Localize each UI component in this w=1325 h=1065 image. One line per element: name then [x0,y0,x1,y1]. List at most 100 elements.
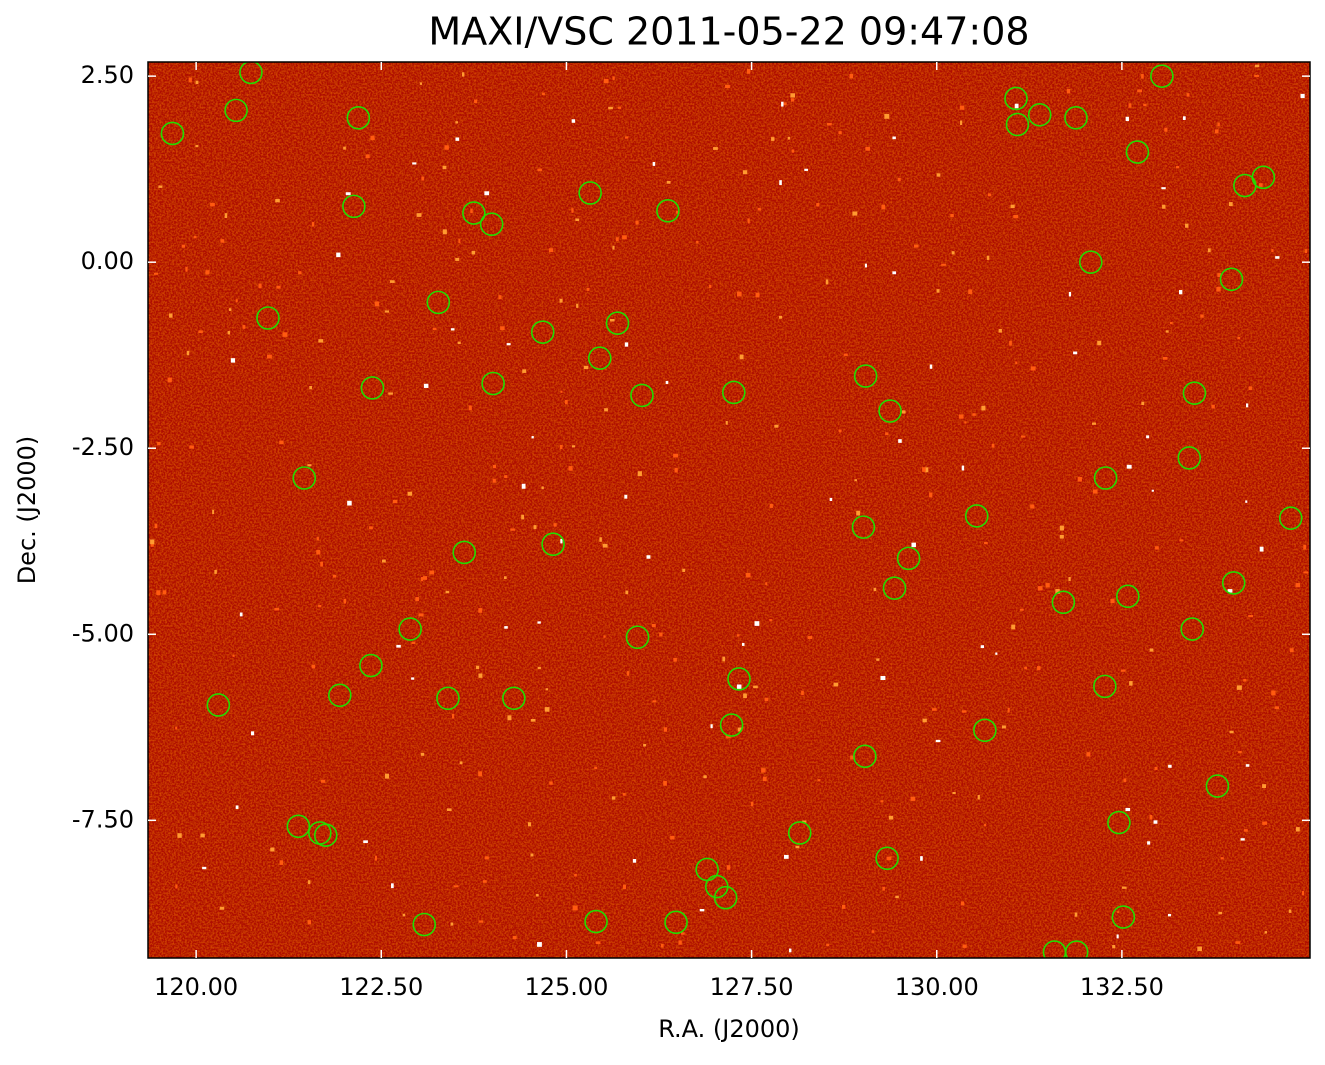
source-marker [1278,506,1303,530]
speck [1271,690,1276,696]
speck [1271,249,1274,253]
speck [1141,74,1144,79]
speck [1015,361,1018,364]
speck [279,440,284,445]
speck [175,726,178,730]
speck [504,626,508,629]
source-marker [625,625,650,650]
speck [458,239,461,244]
speck [774,424,779,428]
speck [461,72,465,77]
speck [478,608,483,613]
speck [474,99,478,104]
speck [1295,827,1300,832]
speck [995,652,998,655]
speck [826,943,830,947]
speck [783,102,787,106]
speck [962,944,967,948]
y-tick-label: -7.50 [72,805,134,833]
speck [1068,291,1072,297]
speck [960,120,963,126]
speck [1186,93,1190,97]
source-marker [851,515,876,539]
speck [998,329,1002,333]
speck [533,525,537,530]
speck [746,69,751,74]
speck [1248,615,1254,618]
speck [411,641,416,644]
speck [412,162,417,165]
source-marker [878,399,902,423]
speck [1020,608,1024,611]
speck [442,165,447,170]
speck [527,822,532,827]
speck [307,464,312,467]
speck [506,343,511,346]
speck [572,905,578,911]
speck [202,866,207,870]
speck [446,808,452,811]
speck [402,913,406,917]
speck [1243,829,1248,832]
speck [1037,586,1043,591]
speck [1214,129,1219,134]
speck [1185,223,1189,228]
speck [521,483,526,489]
speck [892,271,897,275]
source-marker [328,683,352,708]
speck [1248,386,1252,391]
speck [457,341,461,345]
speck [881,204,886,210]
speck [548,248,554,253]
speck [1129,681,1133,686]
source-marker [1027,103,1052,127]
sky-specks [150,64,1309,953]
speck [503,576,507,580]
speck [1116,934,1119,939]
speck [510,528,515,531]
source-marker [722,380,746,405]
speck [1238,750,1242,754]
speck [1237,336,1241,340]
speck [615,237,619,242]
speck [1197,946,1202,952]
speck [492,464,497,469]
speck [1149,814,1153,820]
speck [374,301,380,307]
speck [228,308,232,311]
speck [757,207,761,211]
speck [242,325,246,329]
speck [429,570,435,575]
source-marker [360,376,385,400]
speck [1258,183,1263,187]
speck [842,904,846,909]
source-marker [1093,466,1118,490]
speck [1275,256,1280,259]
speck [1162,356,1168,360]
speck [864,263,867,268]
source-marker [292,466,317,490]
speck [270,847,275,852]
source-marker [530,320,555,344]
speck [537,942,542,947]
speck [986,255,990,260]
speck [235,299,238,303]
source-marker [882,576,907,600]
speck [663,780,667,786]
source-marker [1233,173,1257,198]
speck [1030,504,1035,509]
speck [787,136,791,140]
speck [316,549,321,555]
speck [804,168,808,171]
speck [833,682,839,687]
speck [1245,764,1250,767]
speck [713,147,718,150]
source-marker [541,532,565,557]
speck [415,597,419,602]
speck [571,445,576,448]
speck [384,310,390,313]
speck [594,766,598,770]
speck [987,193,992,197]
speck [320,779,326,783]
speck [807,636,813,639]
